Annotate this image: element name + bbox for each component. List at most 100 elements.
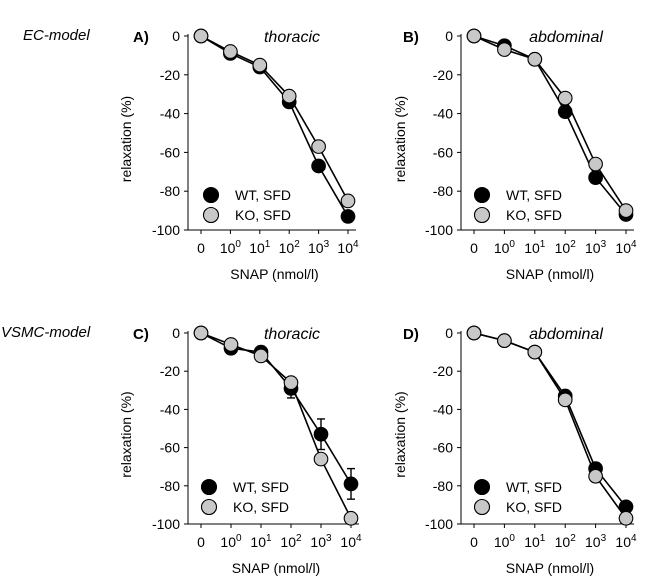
panel-b-legend-marker-wt — [473, 186, 491, 204]
panel-b-series-wt-point — [557, 104, 573, 120]
panel-b-series-ko-point — [557, 90, 573, 106]
panel-a-x-tick-label: 100 — [220, 239, 242, 256]
panel-c-y-tick-label: 0 — [172, 325, 180, 341]
panel-a-series-wt-point — [311, 158, 326, 174]
panel-c-x-tick-label: 102 — [280, 533, 302, 550]
panel-d-x-axis-label: SNAP (nmol/l) — [506, 560, 594, 576]
panel-c-x-tick-label: 0 — [197, 534, 205, 550]
panel-d-title: abdominal — [529, 326, 603, 343]
panel-a-series-ko-point — [193, 28, 209, 44]
panel-c-x-tick-label: 100 — [220, 533, 242, 550]
panel-c-series-ko-point — [223, 337, 239, 352]
panel-d-y-tick-label: -100 — [425, 516, 453, 532]
panel-a-series-ko-line — [200, 35, 349, 202]
panel-d-y-tick-label: -60 — [433, 440, 453, 456]
panel-a-y-tick-label: -40 — [160, 106, 180, 122]
panel-a-x-tick-label: 102 — [279, 239, 301, 256]
panel-d-series-ko-point — [618, 510, 634, 526]
panel-a-label: A) — [133, 29, 149, 46]
panel-b-y-tick-label: -60 — [433, 144, 453, 160]
panel-a-legend-marker-wt — [202, 186, 220, 204]
panel-c-y-tick-label: -20 — [160, 363, 180, 379]
panel-a-y-tick-label: -100 — [152, 222, 180, 238]
panel-b-y-tick-label: 0 — [445, 28, 453, 44]
panel-c-y-tick-label: -100 — [152, 516, 180, 532]
panel-d-y-tick-label: 0 — [445, 325, 453, 341]
panel-a-x-tick-label: 103 — [308, 239, 330, 256]
panel-c-series-wt-point — [343, 476, 359, 492]
panel-b-x-tick-label: 0 — [470, 240, 478, 256]
panel-b-legend-label-wt: WT, SFD — [506, 187, 562, 203]
panel-d-label: D) — [403, 326, 419, 343]
panel-b-x-tick-label: 102 — [555, 239, 577, 256]
panel-d-y-axis-label: relaxation (%) — [392, 391, 408, 477]
panel-d-legend-label-ko: KO, SFD — [506, 499, 562, 515]
panel-a-x-axis-label: SNAP (nmol/l) — [230, 266, 318, 282]
panel-b-series-ko-point — [588, 156, 603, 172]
panel-c-series-wt-line — [200, 332, 352, 485]
panel-a-y-tick-label: -60 — [160, 144, 180, 160]
panel-c-legend-marker-wt — [200, 478, 218, 496]
panel-b-series-ko-point — [497, 42, 512, 57]
row-label-vsmc-model: VSMC-model — [1, 324, 91, 341]
panel-b-label: B) — [403, 29, 419, 46]
panel-a-series-ko-point — [340, 193, 356, 209]
panel-c-series-ko-point — [313, 451, 329, 467]
panel-b-series-ko-point — [618, 203, 634, 218]
panel-c-label: C) — [133, 326, 149, 343]
panel-b-y-tick-label: -100 — [425, 222, 453, 238]
panel-b-x-axis-label: SNAP (nmol/l) — [506, 266, 594, 282]
panel-a-y-axis-label: relaxation (%) — [118, 96, 134, 182]
panel-a-y-tick-label: -20 — [160, 67, 180, 83]
panel-d-y-tick-label: -20 — [433, 363, 453, 379]
panel-c-legend-label-wt: WT, SFD — [233, 479, 289, 495]
panel-a-legend-label-wt: WT, SFD — [235, 187, 291, 203]
panel-d-x-tick-label: 104 — [615, 533, 637, 550]
panel-c-y-axis-label: relaxation (%) — [118, 391, 134, 477]
panel-d-x-tick-label: 0 — [470, 534, 478, 550]
panel-b-y-tick-label: -40 — [433, 106, 453, 122]
panel-c-y-tick-label: -60 — [160, 440, 180, 456]
panel-b-y-tick-label: -80 — [433, 183, 453, 199]
panel-a-y-tick-label: -80 — [160, 183, 180, 199]
panel-a-series-ko-point — [311, 139, 326, 154]
panel-d-series-ko-point — [557, 392, 573, 408]
panel-d-y-tick-label: -80 — [433, 478, 453, 494]
panel-b-series-ko-line — [473, 35, 627, 212]
panel-c-x-tick-label: 101 — [250, 533, 272, 550]
panel-d-x-tick-label: 101 — [524, 533, 546, 550]
panel-d-x-tick-label: 100 — [494, 533, 516, 550]
panel-c-y-tick-label: -80 — [160, 478, 180, 494]
panel-c-title: thoracic — [264, 326, 320, 343]
panel-a-title: thoracic — [264, 29, 320, 46]
panel-b-series-wt-point — [588, 170, 603, 185]
panel-b-legend-label-ko: KO, SFD — [506, 207, 562, 223]
row-label-ec-model: EC-model — [23, 27, 90, 44]
panel-c-y-tick-label: -40 — [160, 401, 180, 417]
panel-a-series-ko-point — [252, 57, 268, 73]
panel-d-series-ko-point — [588, 468, 603, 484]
panel-a-legend-marker-ko — [202, 206, 220, 224]
panel-c-series-ko-point — [253, 348, 269, 364]
panel-d-series-ko-point — [466, 325, 482, 341]
panel-b-x-tick-label: 103 — [585, 239, 607, 256]
panel-b-legend-marker-ko — [473, 206, 491, 224]
panel-d-legend-marker-ko — [473, 498, 491, 516]
panel-c-series-ko-point — [283, 375, 299, 391]
panel-c-legend-label-ko: KO, SFD — [233, 499, 289, 515]
panel-c-legend-marker-ko — [200, 498, 218, 516]
panel-a-x-tick-label: 104 — [337, 239, 359, 256]
panel-a-y-tick-label: 0 — [172, 28, 180, 44]
panel-d-legend-label-wt: WT, SFD — [506, 479, 562, 495]
panel-d-series-ko-point — [497, 333, 512, 348]
panel-a-series-ko-point — [223, 44, 238, 59]
panel-c-series-ko-point — [343, 510, 359, 526]
panel-b-series-ko-point — [527, 51, 543, 67]
panel-b-series-ko-point — [466, 28, 482, 44]
panel-a-series-wt-point — [340, 209, 356, 224]
panel-c-x-tick-label: 104 — [340, 533, 362, 550]
panel-c-series-wt-point — [313, 426, 329, 442]
panel-d-x-tick-label: 103 — [585, 533, 607, 550]
panel-a-x-tick-label: 0 — [197, 240, 205, 256]
